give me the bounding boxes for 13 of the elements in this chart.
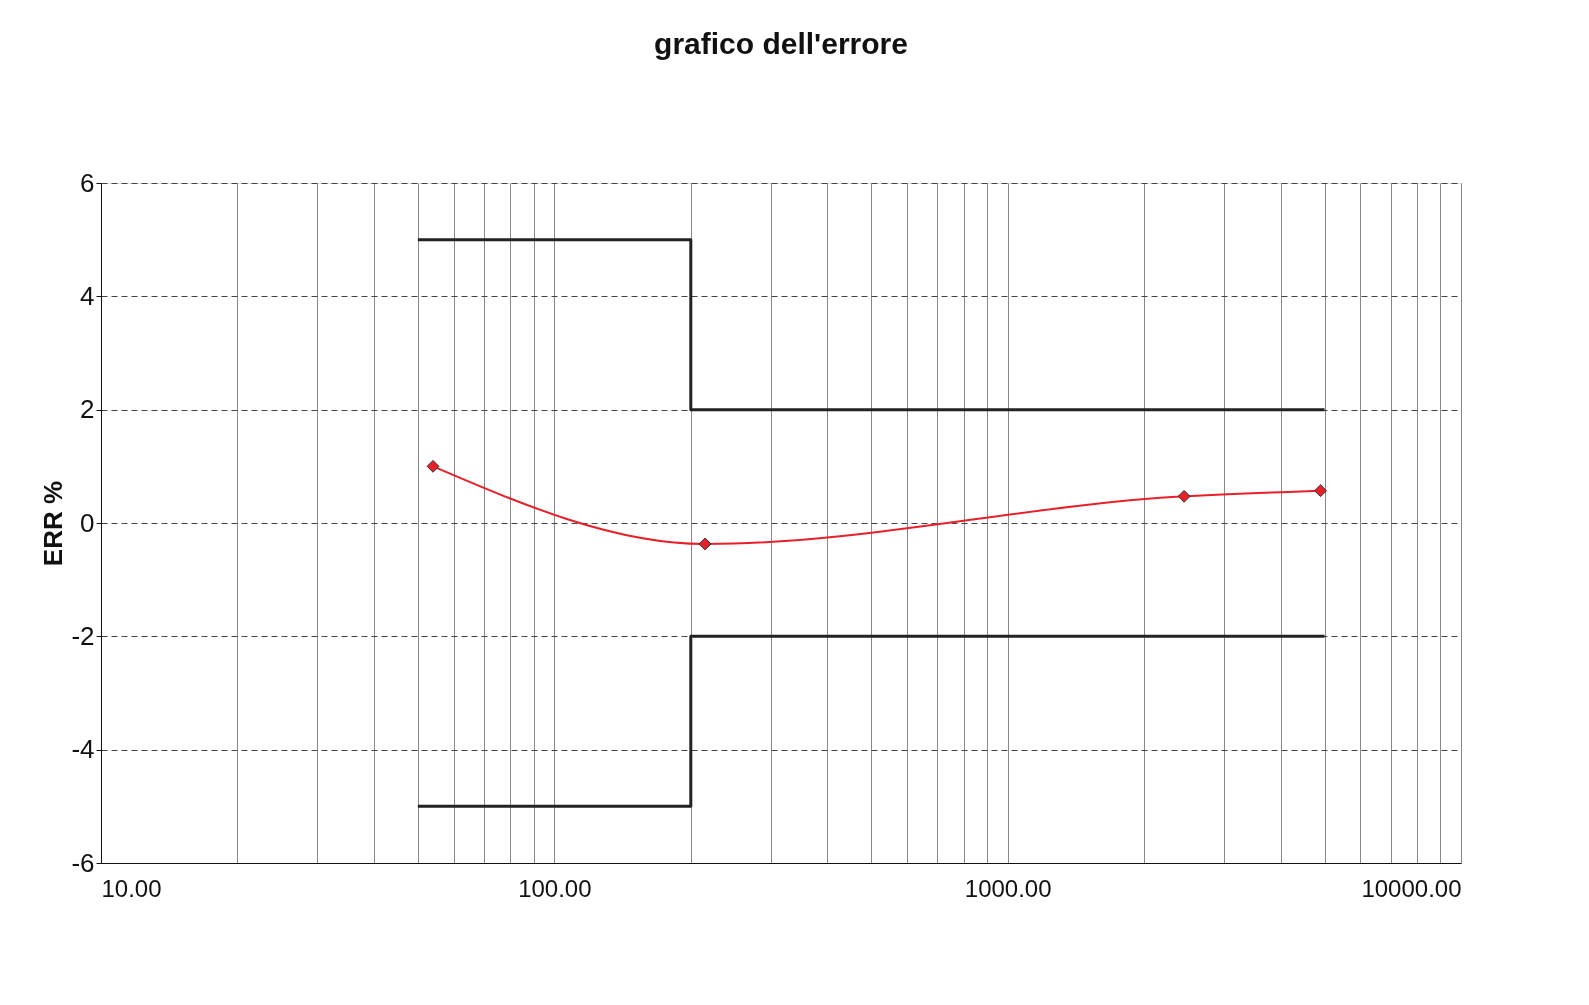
- x-tick-label: 100.00: [518, 874, 592, 902]
- y-axis-title: ERR %: [38, 480, 69, 567]
- x-tick-label: 10.00: [101, 874, 162, 902]
- y-tick-label: 2: [80, 394, 95, 425]
- y-tick-label: 0: [80, 507, 95, 538]
- y-tick-label: 6: [80, 167, 95, 198]
- y-tick-label: -6: [71, 847, 95, 878]
- y-tick-label: 4: [80, 280, 95, 311]
- x-tick-label: 1000.00: [964, 874, 1052, 902]
- x-tick-label: 10000.00: [1361, 874, 1462, 902]
- chart-title: grafico dell'errore: [654, 27, 908, 60]
- y-tick-label: -4: [71, 734, 95, 765]
- y-tick-label: -2: [71, 620, 95, 651]
